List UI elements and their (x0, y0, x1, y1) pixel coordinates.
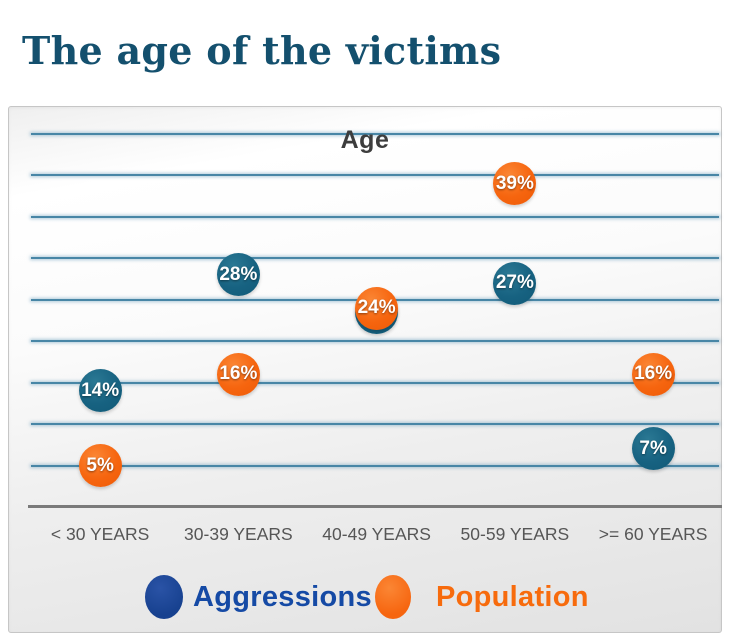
chart-title: Age (340, 126, 390, 154)
gridline-45pct (31, 133, 719, 135)
gridline-15pct (31, 381, 719, 384)
plot-area: < 30 YEARS 30-39 YEARS 40-49 YEARS 50-59 YE… (9, 107, 722, 632)
page-title: The age of the victims (22, 28, 502, 73)
chart-panel: < 30 YEARS 30-39 YEARS 40-49 YEARS 50-59 YE… (8, 106, 722, 633)
legend-marker-aggressions (145, 575, 183, 619)
gridline-10pct (31, 423, 719, 426)
legend-label-population: Population (436, 581, 589, 613)
x-axis-line (28, 505, 722, 508)
x-axis-label-1: 30-39 YEARS (184, 524, 293, 544)
bubble-population-4: 16% (631, 352, 675, 396)
legend-label-aggressions: Aggressions (193, 581, 372, 613)
x-axis-label-2: 40-49 YEARS (322, 524, 431, 544)
gridline-5pct (31, 464, 719, 467)
bubble-aggressions-4: 7% (631, 427, 675, 471)
bubble-population-0: 5% (78, 444, 122, 488)
x-axis-label-3: 50-59 YEARS (460, 524, 570, 544)
bubble-aggressions-1: 28% (216, 253, 260, 297)
bubble-aggressions-3: 27% (493, 261, 537, 305)
bubble-population-2: 24% (355, 286, 399, 330)
bubble-population-3: 39% (493, 162, 537, 206)
gridline-30pct (31, 257, 719, 260)
gridline-35pct (31, 215, 719, 218)
x-axis-label-0: < 30 YEARS (50, 524, 150, 544)
gridline-20pct (31, 340, 719, 343)
gridline-40pct (31, 174, 719, 177)
bubble-population-1: 16% (216, 352, 260, 396)
bubble-aggressions-0: 14% (78, 369, 122, 413)
legend-marker-population (375, 575, 411, 619)
x-axis-label-4: >= 60 YEARS (598, 524, 708, 544)
